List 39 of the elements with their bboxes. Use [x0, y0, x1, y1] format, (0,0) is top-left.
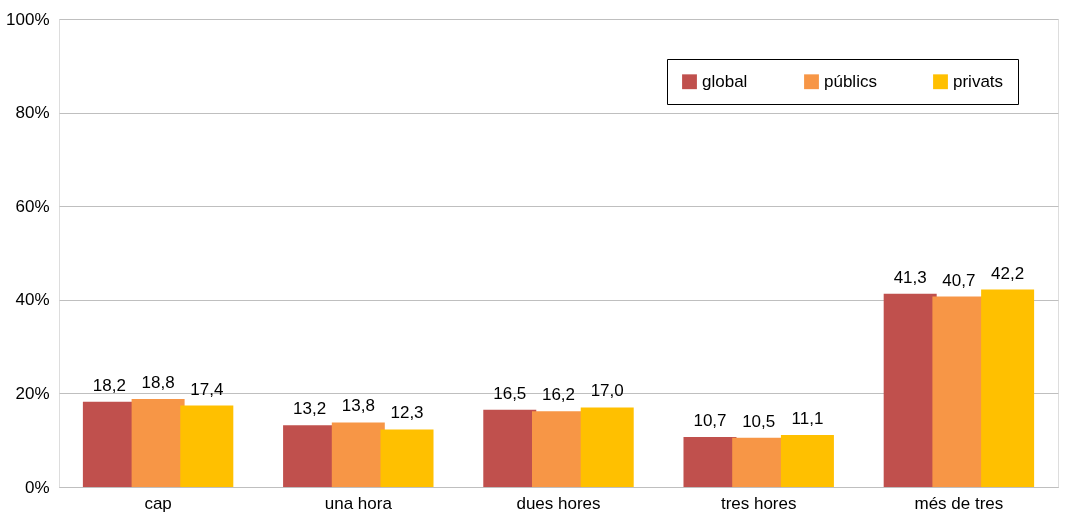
data-label: 40,7: [942, 270, 976, 290]
data-label: 13,2: [293, 399, 327, 419]
y-tick-label: 20%: [15, 383, 50, 403]
x-tick-label: una hora: [324, 493, 393, 513]
bar: [380, 429, 434, 487]
y-tick-label: 100%: [6, 9, 50, 29]
data-label: 16,5: [493, 383, 527, 403]
legend-label: global: [702, 71, 748, 91]
y-tick-label: 80%: [15, 103, 50, 123]
x-tick-label: dues hores: [516, 493, 601, 513]
data-label: 16,2: [541, 385, 576, 405]
legend-label: públics: [824, 71, 877, 91]
data-label: 12,3: [390, 403, 424, 423]
data-label: 41,3: [893, 267, 927, 287]
data-label: 42,2: [991, 263, 1025, 283]
bar: [580, 407, 634, 487]
bar: [180, 405, 234, 487]
data-label: 17,0: [590, 381, 624, 401]
y-tick-label: 0%: [24, 477, 50, 497]
data-label: 18,2: [92, 375, 126, 395]
bar: [883, 293, 937, 487]
y-tick-label: 60%: [15, 196, 50, 216]
bar: [131, 399, 185, 487]
x-tick-label: tres hores: [720, 493, 797, 513]
x-tick-label: cap: [144, 493, 172, 513]
data-label: 10,5: [742, 411, 776, 431]
data-label: 13,8: [341, 396, 375, 416]
x-tick-label: més de tres: [914, 493, 1004, 513]
data-label: 18,8: [141, 373, 175, 393]
data-label: 11,1: [791, 409, 824, 429]
bar: [483, 409, 537, 487]
bar: [981, 289, 1035, 487]
bar: [331, 422, 385, 487]
data-label: 10,7: [693, 410, 727, 430]
legend-label: privats: [953, 71, 1004, 91]
bar: [780, 435, 834, 487]
y-tick-label: 40%: [15, 290, 50, 310]
data-label: 17,4: [190, 379, 224, 399]
bar: [683, 436, 737, 487]
